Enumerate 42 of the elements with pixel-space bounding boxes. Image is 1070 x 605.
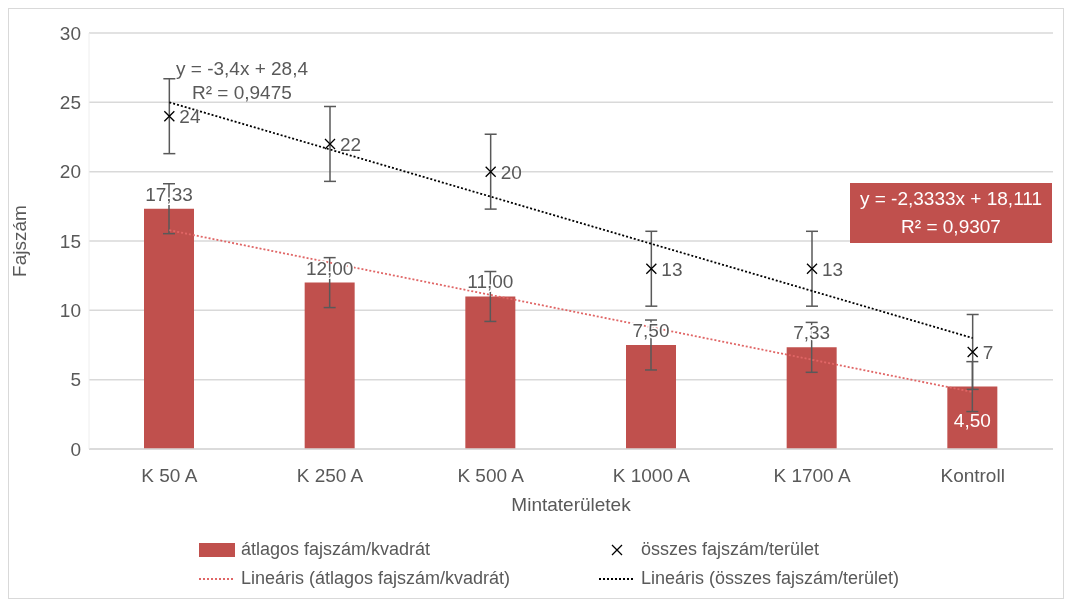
- x-axis-title: Mintaterületek: [511, 494, 632, 515]
- data-label: 22: [340, 133, 362, 155]
- point: [645, 263, 657, 275]
- data-label: 20: [500, 161, 522, 183]
- x-tick-label: K 1000 A: [612, 465, 691, 487]
- data-label: 4,50: [953, 409, 991, 431]
- bar: [947, 386, 998, 449]
- x-tick-label: K 500 A: [457, 465, 525, 487]
- y-axis-title: Fajszám: [8, 205, 30, 277]
- y-tick-label: 0: [70, 438, 81, 460]
- data-label: 7: [982, 341, 994, 363]
- bar: [465, 296, 516, 449]
- bar: [304, 282, 355, 449]
- x-tick-label: K 1700 A: [773, 465, 851, 487]
- data-label: 13: [661, 258, 683, 280]
- point: [163, 110, 175, 122]
- y-tick-label: 10: [59, 300, 81, 322]
- y-tick-label: 15: [59, 230, 81, 252]
- data-label: 13: [822, 258, 844, 280]
- y-tick-label: 20: [59, 161, 81, 183]
- y-tick-label: 30: [59, 22, 81, 44]
- annotation: R² = 0,9307: [900, 215, 1002, 239]
- point: [485, 166, 497, 178]
- bar: [786, 347, 837, 449]
- x-tick-label: K 50 A: [141, 465, 198, 487]
- point: [806, 263, 818, 275]
- equation-text: y = -3,4x + 28,4 R² = 0,9475: [176, 57, 309, 105]
- point: [967, 346, 979, 358]
- equation-box: y = -2,3333x + 18,111 R² = 0,9307: [850, 183, 1052, 243]
- x-tick-label: Kontroll: [940, 465, 1005, 487]
- legend-label: Lineáris (összes fajszám/terület): [641, 568, 900, 589]
- annotation: y = -2,3333x + 18,111: [858, 187, 1043, 211]
- legend-label: átlagos fajszám/kvadrát: [241, 539, 431, 560]
- legend-label: Lineáris (átlagos fajszám/kvadrát): [241, 568, 511, 589]
- x-tick-label: K 250 A: [296, 465, 364, 487]
- bar: [144, 208, 194, 449]
- y-tick-label: 5: [70, 369, 81, 391]
- bar: [626, 345, 676, 449]
- point: [324, 138, 336, 150]
- data-label: 24: [179, 106, 201, 128]
- legend-label: összes fajszám/terület: [641, 539, 820, 560]
- y-tick-label: 25: [59, 92, 81, 114]
